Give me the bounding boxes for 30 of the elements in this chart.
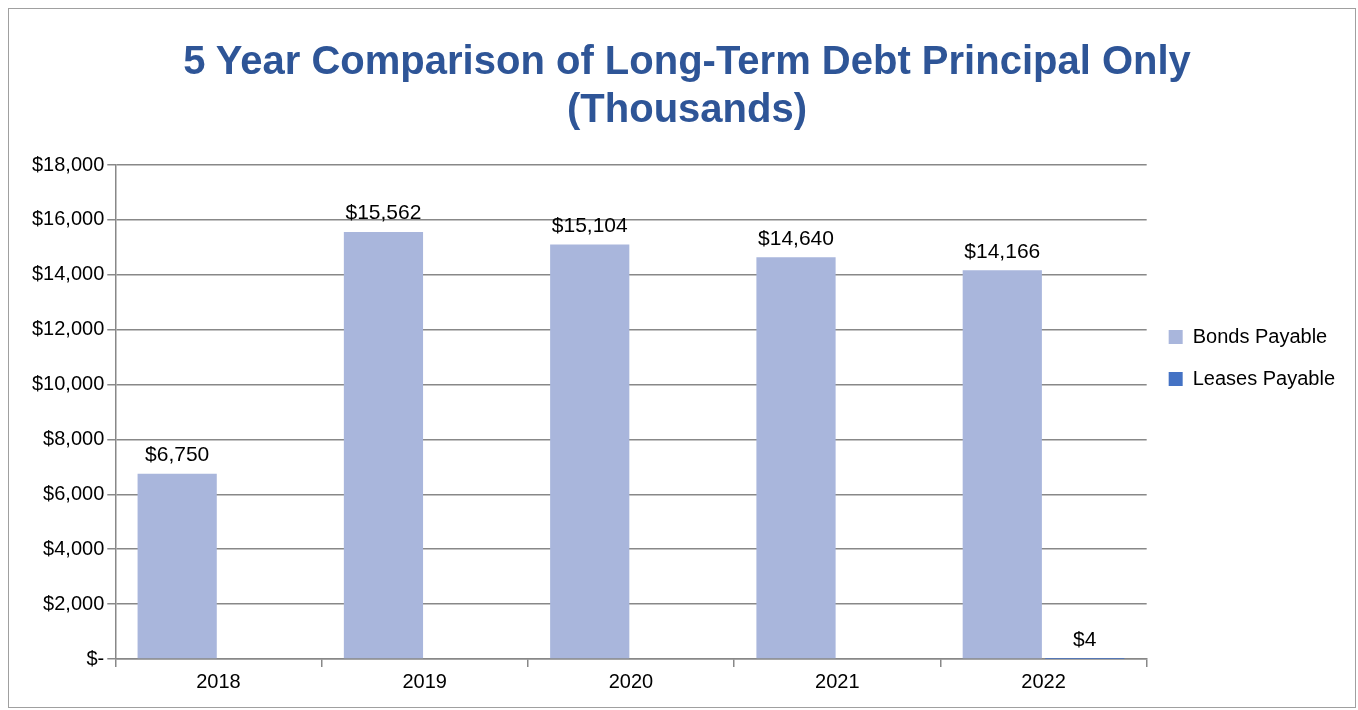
y-tick-label: $8,000 — [43, 426, 105, 449]
data-label: $14,640 — [758, 225, 834, 249]
data-label: $15,104 — [551, 212, 628, 236]
legend-label: Bonds Payable — [1192, 324, 1328, 347]
bar — [343, 231, 424, 659]
legend-label: Leases Payable — [1192, 366, 1335, 389]
y-tick-label: $14,000 — [32, 262, 105, 285]
text: (Thousands) — [567, 86, 807, 131]
data-label: $4 — [1073, 627, 1097, 651]
data-label: $6,750 — [145, 442, 210, 466]
y-tick-label: $4,000 — [43, 536, 105, 559]
bar — [550, 244, 630, 659]
x-tick-label: 2018 — [196, 669, 241, 692]
y-tick-label: $- — [86, 646, 105, 669]
bar — [756, 257, 836, 659]
data-label: $14,166 — [964, 238, 1041, 262]
text: 5 Year Comparison of Long-Term Debt Principal Only — [183, 38, 1191, 83]
x-tick-label: 2021 — [815, 669, 860, 692]
bar — [962, 270, 1042, 659]
y-tick-label: $6,000 — [43, 481, 105, 504]
y-tick-label: $2,000 — [43, 591, 105, 614]
y-tick-label: $10,000 — [32, 372, 105, 395]
data-label: $15,562 — [345, 200, 422, 224]
y-tick-label: $18,000 — [32, 152, 105, 175]
x-tick-label: 2019 — [402, 669, 447, 692]
x-tick-label: 2022 — [1021, 669, 1066, 692]
x-tick-label: 2020 — [608, 669, 654, 692]
bar — [137, 473, 217, 659]
y-tick-label: $12,000 — [32, 317, 105, 340]
y-tick-label: $16,000 — [32, 207, 105, 230]
